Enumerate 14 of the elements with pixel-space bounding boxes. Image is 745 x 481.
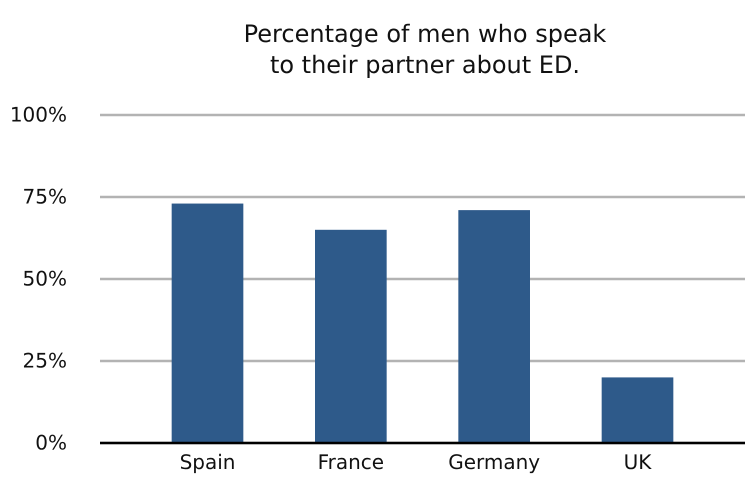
x-tick-label: UK bbox=[624, 450, 652, 474]
bar bbox=[172, 204, 244, 443]
x-tick-label: Germany bbox=[448, 450, 540, 474]
y-tick-label: 0% bbox=[35, 430, 67, 454]
chart-title: Percentage of men who speak to their partner about ED. bbox=[244, 20, 606, 79]
y-tick-label: 100% bbox=[10, 102, 67, 126]
y-tick-label: 75% bbox=[22, 184, 67, 208]
bar bbox=[602, 377, 674, 443]
x-tick-label: France bbox=[318, 450, 384, 474]
y-tick-label: 25% bbox=[22, 348, 67, 372]
bar bbox=[458, 210, 530, 443]
x-tick-label: Spain bbox=[180, 450, 236, 474]
bar bbox=[315, 230, 387, 443]
y-tick-label: 50% bbox=[22, 266, 67, 290]
